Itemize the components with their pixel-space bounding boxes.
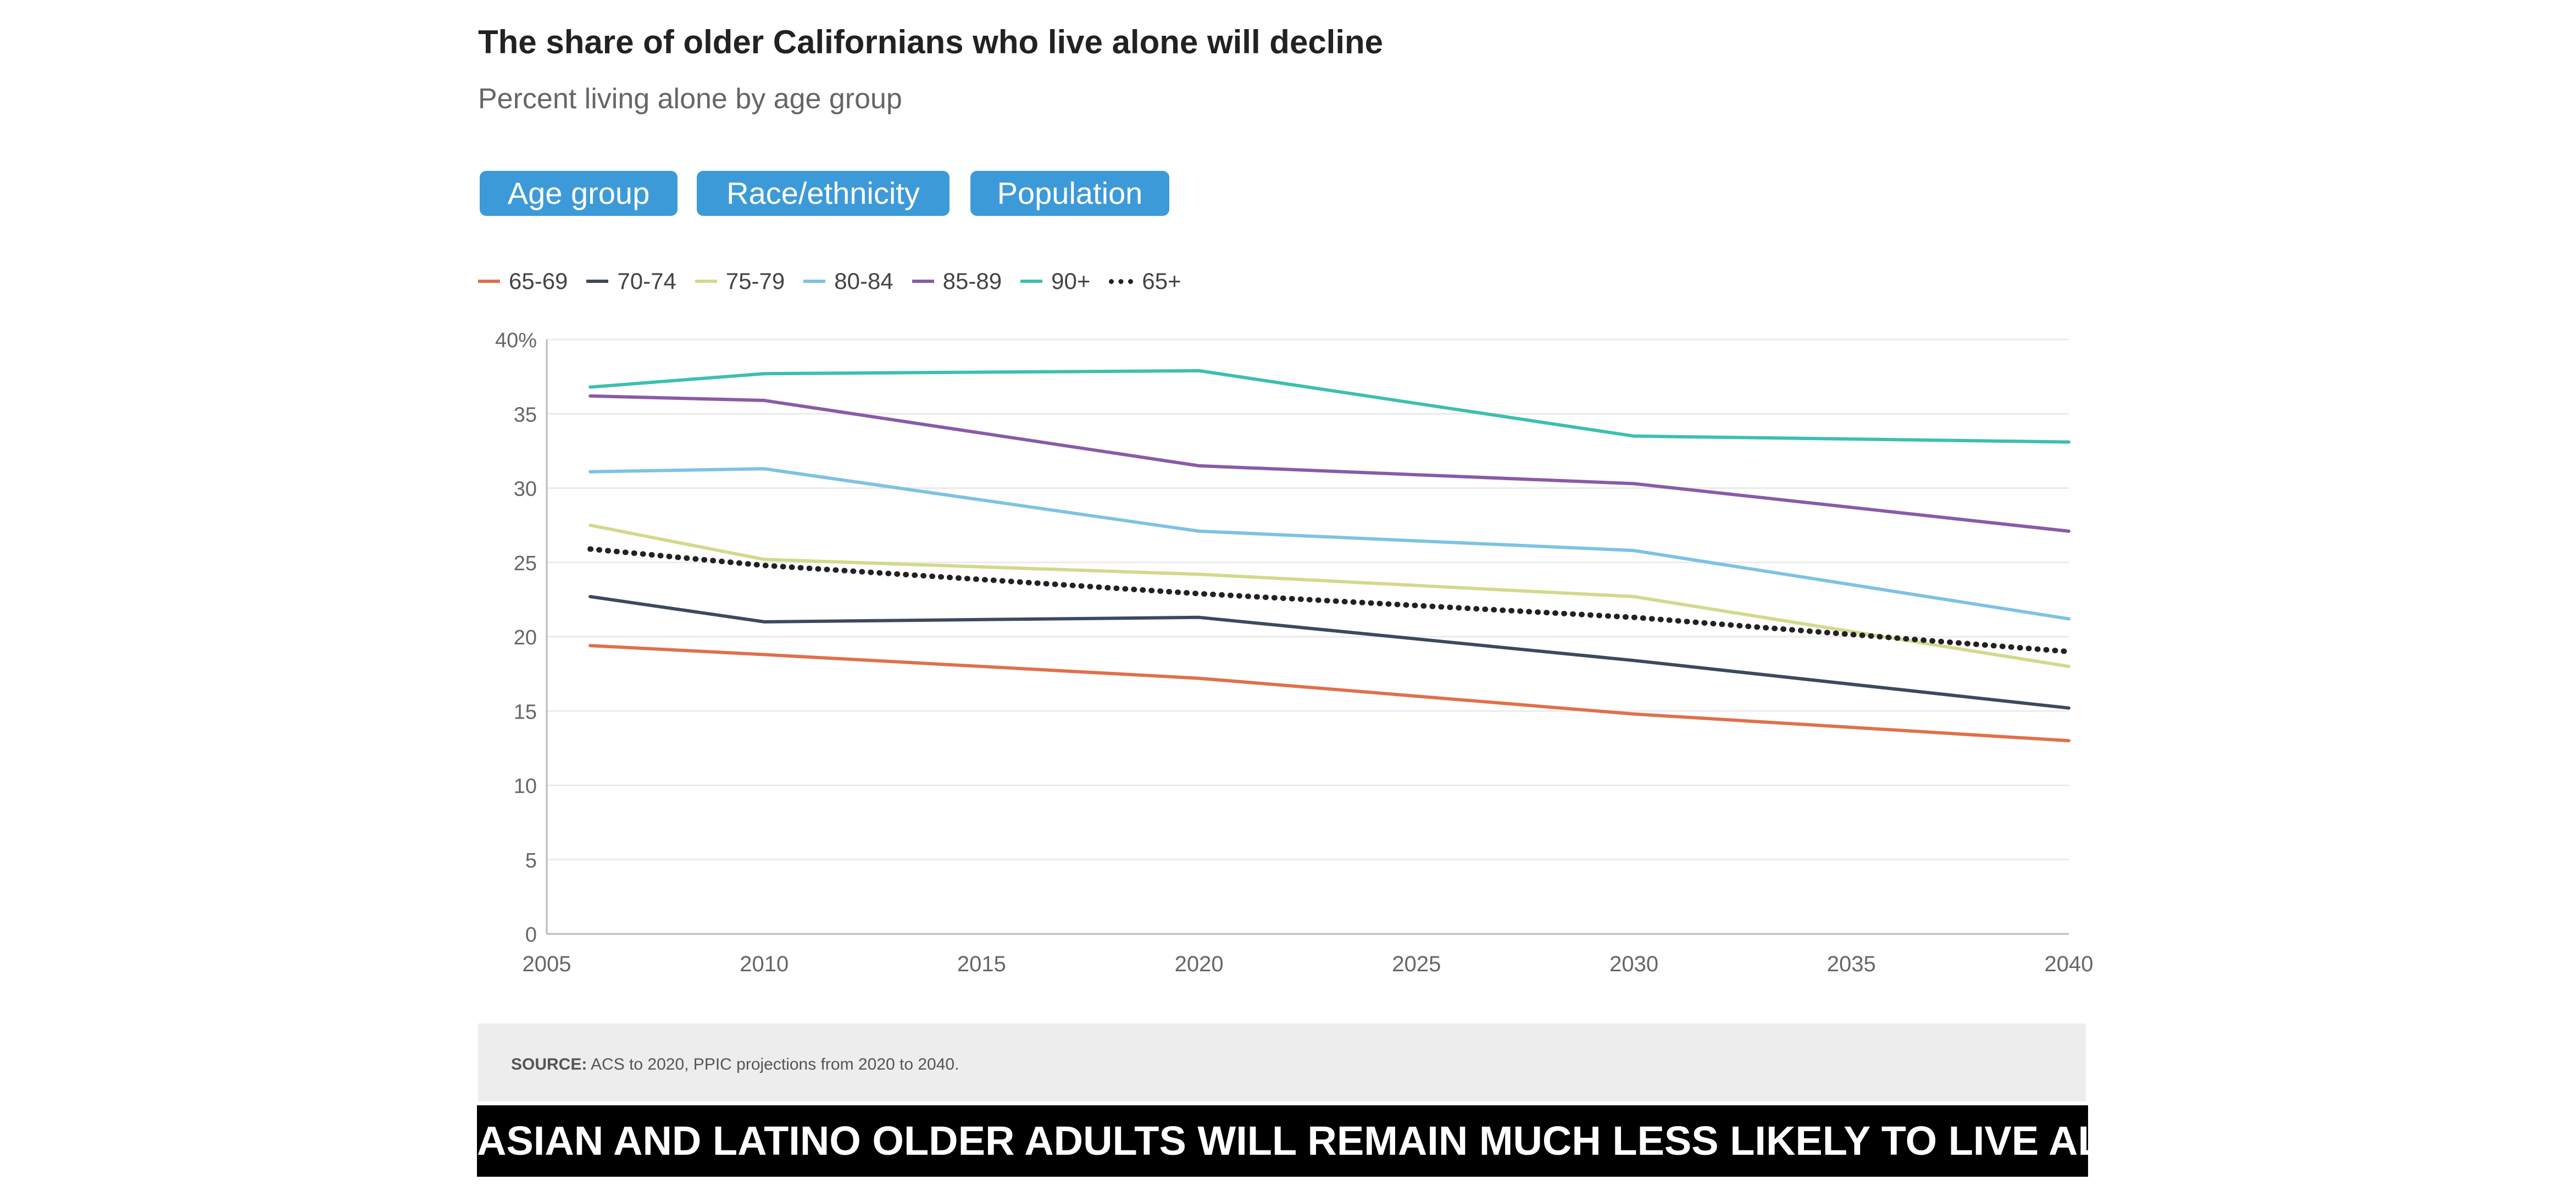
legend-item: 90+ (1020, 268, 1090, 294)
legend-item: 65-69 (478, 268, 568, 294)
x-tick-label: 2015 (957, 952, 1006, 976)
legend-swatch (803, 280, 826, 283)
series-line-70-74 (589, 595, 2070, 710)
x-tick-label: 2030 (1609, 952, 1658, 976)
series-line-75-79 (589, 524, 2070, 669)
x-tick-label: 2040 (2045, 952, 2094, 976)
x-tick-label: 2010 (740, 952, 789, 976)
x-tick-label: 2025 (1392, 952, 1441, 976)
legend-item: 70-74 (586, 268, 676, 294)
legend-swatch (586, 280, 609, 283)
x-tick-label: 2005 (523, 952, 571, 976)
source-note: SOURCE: ACS to 2020, PPIC projections fr… (511, 1055, 959, 1074)
legend-swatch (695, 280, 717, 283)
chart-legend: 65-69 70-74 75-79 80-84 85-89 90+ 65+ (478, 265, 1200, 298)
legend-label: 65-69 (509, 268, 568, 294)
source-label: SOURCE: (511, 1055, 587, 1073)
y-tick-label: 35 (514, 403, 537, 426)
legend-label: 70-74 (617, 268, 676, 294)
chart-subtitle: Percent living alone by age group (478, 83, 902, 115)
y-tick-label: 0 (525, 923, 537, 947)
source-text: ACS to 2020, PPIC projections from 2020 … (587, 1055, 959, 1073)
legend-item: 80-84 (803, 268, 893, 294)
y-tick-label: 5 (525, 849, 537, 872)
y-tick-label: 40% (495, 329, 537, 352)
legend-label: 85-89 (942, 268, 1002, 294)
series-line-85-89 (589, 394, 2070, 533)
series-line-65-69 (589, 644, 2070, 743)
y-tick-label: 15 (514, 700, 537, 724)
tab-race-ethnicity[interactable]: Race/ethnicity (697, 171, 950, 216)
y-tick-label: 30 (514, 478, 537, 501)
legend-swatch (912, 280, 934, 283)
y-tick-label: 20 (514, 626, 537, 649)
x-tick-label: 2035 (1827, 952, 1876, 976)
legend-item: 75-79 (695, 268, 785, 294)
series-line-80-84 (589, 467, 2070, 621)
legend-label: 90+ (1051, 268, 1091, 294)
y-tick-label: 25 (514, 552, 537, 575)
legend-label: 75-79 (725, 268, 785, 294)
legend-swatch (478, 280, 500, 283)
chart-title: The share of older Californians who live… (478, 24, 1384, 60)
legend-label: 80-84 (834, 268, 893, 294)
legend-label: 65+ (1142, 268, 1181, 294)
x-tick-label: 2020 (1175, 952, 1224, 976)
legend-swatch (1109, 279, 1134, 284)
tab-age-group[interactable]: Age group (480, 171, 678, 216)
tab-population[interactable]: Population (970, 171, 1169, 216)
next-section-banner[interactable]: ASIAN AND LATINO OLDER ADULTS WILL REMAI… (477, 1105, 2191, 1177)
series-line-90plus (589, 369, 2070, 444)
legend-item: 85-89 (912, 268, 1002, 294)
legend-item: 65+ (1109, 268, 1181, 294)
legend-swatch (1020, 280, 1043, 283)
series-line-65plus (587, 546, 2072, 655)
source-note-box: SOURCE: ACS to 2020, PPIC projections fr… (478, 1023, 2086, 1101)
y-tick-label: 10 (514, 775, 537, 798)
